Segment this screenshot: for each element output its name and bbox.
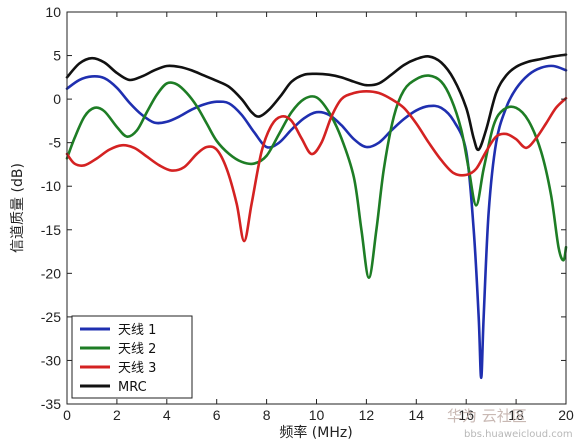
y-tick-label: -20 [41, 265, 61, 281]
x-tick-label: 12 [359, 407, 375, 423]
legend-label-3: 天线 3 [118, 361, 156, 376]
y-tick-label: -15 [41, 222, 61, 238]
legend-label-4: MRC [118, 380, 147, 395]
x-tick-label: 2 [113, 407, 121, 423]
x-tick-label: 10 [309, 407, 325, 423]
x-tick-label: 14 [409, 407, 425, 423]
y-tick-label: -10 [41, 178, 61, 194]
y-tick-label: -35 [41, 396, 61, 412]
y-tick-label: 10 [45, 4, 61, 20]
x-tick-label: 18 [508, 407, 524, 423]
x-tick-label: 16 [458, 407, 474, 423]
series-line-4 [65, 53, 568, 152]
ticks-layer: 0 2 4 6 8 10 12 14 16 18 20 10 5 0 -5 -10 -15 -20 -25 -30 -3… [41, 4, 574, 423]
y-tick-label: 0 [53, 91, 61, 107]
y-tick-label: 5 [53, 48, 61, 64]
x-tick-label: 8 [263, 407, 271, 423]
y-tick-label: -30 [41, 352, 61, 368]
series-line-3 [65, 89, 568, 243]
watermark-text: 华为 云社区 [447, 407, 527, 425]
x-tick-label: 6 [213, 407, 221, 423]
series-line-2 [65, 74, 568, 279]
y-axis-title: 信道质量 (dB) [10, 163, 26, 253]
x-tick-label: 20 [558, 407, 574, 423]
x-axis-title: 频率 (MHz) [279, 424, 352, 441]
watermark-url: bbs.huaweicloud.com [464, 429, 573, 440]
legend-label-2: 天线 2 [118, 342, 156, 357]
x-tick-label: 4 [163, 407, 171, 423]
x-tick-label: 0 [63, 407, 71, 423]
series-layer [65, 53, 568, 380]
legend-label-1: 天线 1 [118, 323, 156, 338]
series-line-1 [65, 64, 568, 380]
y-tick-label: -5 [49, 135, 62, 151]
legend: 天线 1 天线 2 天线 3 MRC [71, 315, 193, 399]
y-tick-label: -25 [41, 309, 61, 325]
